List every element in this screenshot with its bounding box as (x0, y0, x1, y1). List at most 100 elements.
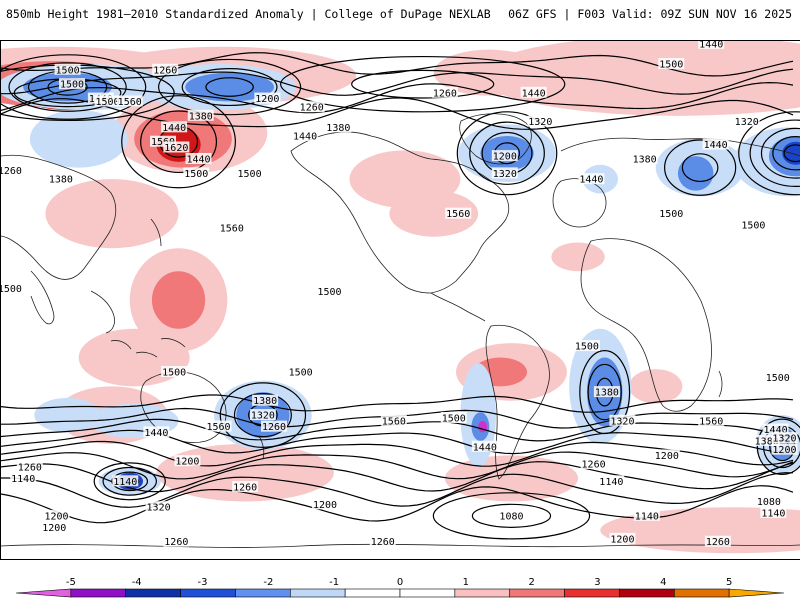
contour-label: 1080 (499, 511, 523, 522)
contour-line (1, 472, 794, 508)
contour-line (1, 429, 794, 455)
contour-label-bg (47, 173, 74, 185)
colorbar-segment (454, 588, 511, 598)
closed-contour (111, 471, 149, 492)
contour-label: 1200 (42, 523, 66, 534)
contour-label: 1500 (659, 60, 683, 71)
colorbar-tick-label: 4 (660, 577, 666, 588)
contour-label-bg (260, 420, 287, 432)
contour-label: 1440 (579, 175, 603, 186)
colorbar-tick-label: -2 (263, 577, 273, 588)
closed-contour (219, 382, 307, 448)
contour-label-bg (755, 495, 782, 507)
closed-contour (664, 139, 737, 196)
contour-label: 1440 (293, 131, 317, 142)
map-panel: 1440 1500 1500 1260 1200 1260 1380 1440 1380 1440… (0, 40, 800, 560)
contour-label-bg (733, 115, 760, 127)
contour-label: 1200 (175, 457, 199, 468)
anomaly-region (389, 190, 479, 237)
contour-label-bg (163, 535, 190, 547)
contour-label-bg (187, 109, 214, 121)
contour-label: 1320 (147, 503, 171, 514)
contour-label: 1440 (144, 428, 168, 439)
colorbar-tick-label: 5 (726, 577, 732, 588)
contour-label-bg (380, 414, 407, 426)
contour-label-bg (112, 475, 139, 487)
anomaly-region (156, 443, 334, 502)
contour-label: 1140 (11, 474, 35, 485)
contour-label-bg (59, 78, 86, 90)
colorbar-segment (70, 588, 127, 598)
colorbar-tick-label: 1 (463, 577, 469, 588)
contour-label: 1320 (610, 416, 634, 427)
closed-contour (1, 54, 147, 120)
contour-label: 1200 (610, 534, 634, 545)
contour-label: 1560 (151, 137, 175, 148)
colorbar-tick-label: -4 (132, 577, 142, 588)
contour-label-bg (205, 420, 232, 432)
anomaly-region (478, 41, 800, 116)
contour-label: 1500 (766, 373, 790, 384)
contour-label-bg (152, 63, 179, 75)
closed-contour (756, 418, 800, 475)
contour-label-bg (116, 95, 143, 107)
contour-label-bg (445, 207, 472, 219)
contour-label-bg (369, 535, 396, 547)
contour-label-bg (653, 449, 680, 461)
anomaly-region (151, 271, 206, 329)
contour-label: 1260 (300, 103, 324, 114)
contour-label-bg (143, 426, 170, 438)
contour-label-bg (771, 443, 798, 455)
contour-label: 1500 (56, 65, 80, 76)
contour-label: 1560 (446, 209, 470, 220)
closed-contour (469, 121, 545, 185)
contour-label-bg (232, 481, 259, 493)
contour-label-bg (609, 414, 636, 426)
closed-contour (456, 111, 558, 196)
contour-label: 1380 (189, 111, 213, 122)
contour-label: 1440 (764, 425, 788, 436)
colorbar-tick-label: 0 (397, 577, 403, 588)
contour-line (1, 81, 794, 114)
colorbar-segment (15, 588, 72, 598)
closed-contour (205, 77, 254, 97)
contour-label: 1140 (599, 477, 623, 488)
contour-label: 1380 (755, 437, 779, 448)
contour-label: 1500 (184, 169, 208, 180)
contour-label: 1260 (153, 65, 177, 76)
contour-label: 1320 (251, 411, 275, 422)
contour-label-bg (145, 501, 172, 513)
contour-label: 1380 (253, 396, 277, 407)
anomaly-region (29, 110, 128, 168)
contour-label-bg (1, 164, 23, 176)
contour-label-bg (658, 58, 685, 70)
contour-label: 1260 (164, 537, 188, 548)
contour-label: 1200 (772, 445, 796, 456)
contour-label-bg (471, 440, 498, 452)
contour-label-bg (740, 219, 767, 231)
colorbar-segment (673, 588, 730, 598)
contour-label: 1440 (473, 442, 497, 453)
contour-label-bg (316, 285, 343, 297)
contour-label: 1260 (18, 462, 42, 473)
closed-contour (579, 350, 631, 435)
contour-line (1, 394, 794, 413)
contour-label-bg (431, 86, 458, 98)
contour-label: 1380 (633, 154, 657, 165)
closed-contour (93, 462, 166, 501)
contour-label: 1260 (1, 166, 22, 177)
colorbar-tick-label: -1 (329, 577, 339, 588)
colorbar-segment (235, 588, 291, 598)
contour-label-bg (249, 409, 276, 421)
contour-label: 1500 (317, 287, 341, 298)
contour-label-bg (631, 152, 658, 164)
contour-line (1, 461, 794, 493)
contour-label: 1500 (1, 284, 22, 295)
contour-label: 1260 (706, 537, 730, 548)
closed-contour (772, 136, 800, 171)
contour-label-bg (218, 222, 245, 234)
colorbar-segment (344, 588, 401, 598)
contour-label-bg (163, 141, 190, 153)
contour-label: 1260 (262, 422, 286, 433)
closed-contour (280, 55, 566, 113)
